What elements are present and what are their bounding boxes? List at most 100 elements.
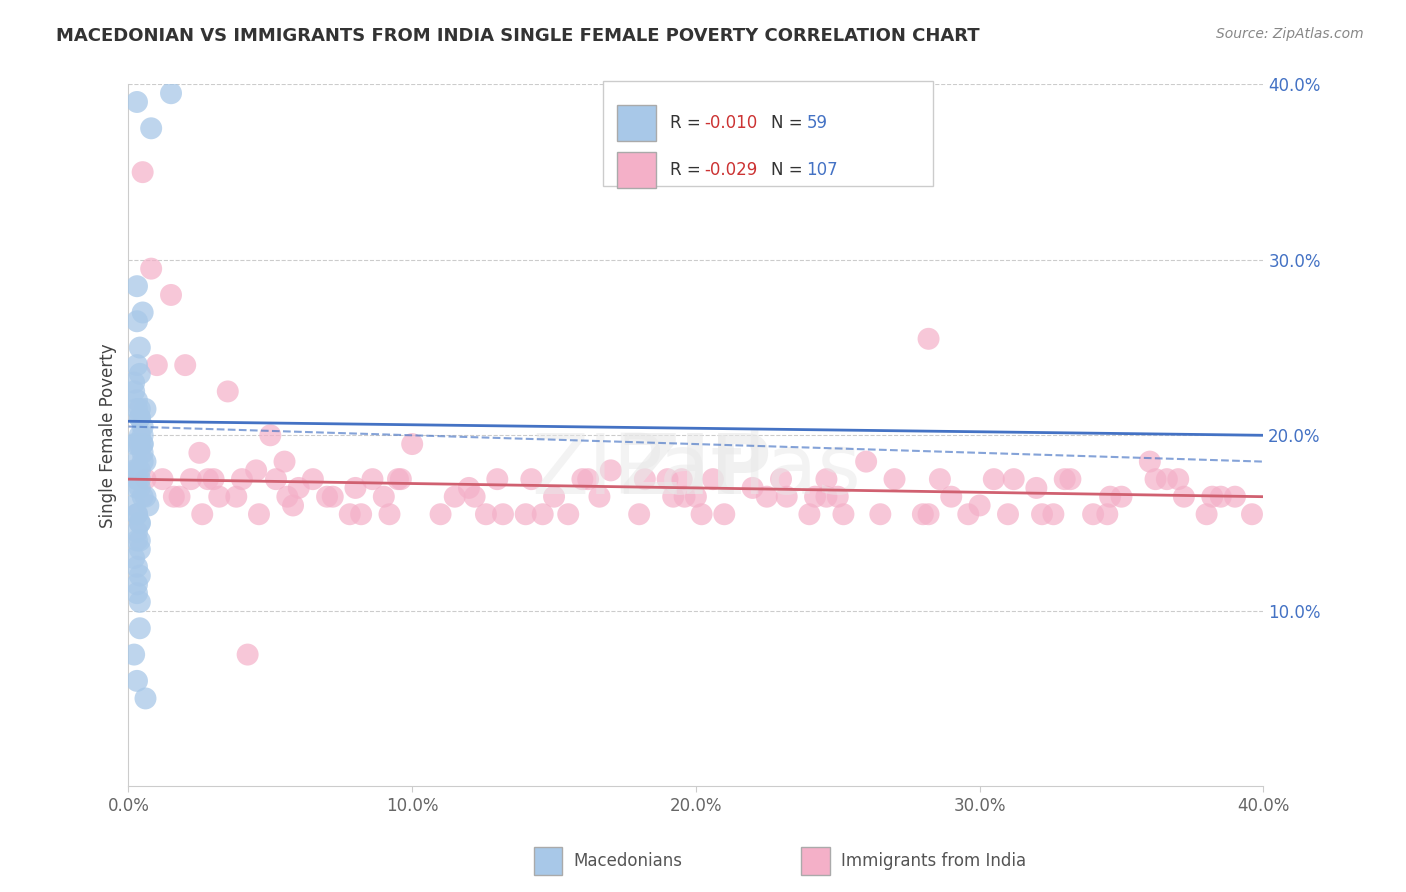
Point (1173, 490, 1195, 504)
Point (855, 454, 877, 468)
Point (131, 454, 153, 468)
Point (217, 384, 239, 399)
Point (832, 507, 855, 521)
Point (128, 542, 150, 557)
Text: 107: 107 (807, 161, 838, 179)
Point (302, 472, 325, 486)
Point (599, 463, 621, 477)
Point (389, 472, 412, 486)
Point (361, 472, 384, 486)
Point (125, 673, 148, 688)
Point (131, 437, 153, 451)
Point (1139, 454, 1161, 468)
Text: N =: N = (772, 161, 808, 179)
Point (1167, 472, 1189, 486)
Point (1201, 490, 1223, 504)
Point (202, 472, 225, 486)
Point (557, 507, 579, 521)
Text: -0.010: -0.010 (704, 114, 756, 132)
Point (1111, 490, 1133, 504)
Point (160, 288, 183, 302)
Point (1053, 472, 1076, 486)
Point (131, 305, 153, 319)
Point (1223, 490, 1246, 504)
Point (515, 507, 537, 521)
Point (344, 481, 367, 495)
Point (146, 358, 169, 372)
Point (911, 507, 934, 521)
Point (273, 454, 295, 468)
Point (776, 490, 799, 504)
Point (197, 472, 219, 486)
Point (401, 437, 423, 451)
Point (827, 490, 849, 504)
Point (804, 490, 827, 504)
Point (883, 472, 905, 486)
Point (685, 490, 707, 504)
Point (259, 428, 281, 442)
Point (1042, 507, 1064, 521)
Point (125, 95, 148, 109)
Point (815, 490, 838, 504)
Point (671, 472, 693, 486)
Point (128, 516, 150, 530)
Point (917, 507, 939, 521)
Point (122, 376, 145, 390)
Point (969, 499, 991, 513)
Point (1081, 507, 1104, 521)
Point (713, 507, 735, 521)
Point (350, 507, 373, 521)
Point (941, 490, 963, 504)
Point (128, 568, 150, 582)
Point (571, 472, 593, 486)
Point (128, 428, 150, 442)
Point (125, 481, 148, 495)
Point (1156, 472, 1178, 486)
Text: 59: 59 (807, 114, 828, 132)
Point (141, 261, 163, 276)
Point (815, 472, 838, 486)
Point (131, 490, 153, 504)
Point (125, 393, 148, 408)
Point (576, 472, 599, 486)
Point (208, 490, 231, 504)
Point (458, 481, 481, 495)
Point (799, 507, 821, 521)
Point (125, 314, 148, 328)
Point (429, 507, 451, 521)
Point (339, 507, 361, 521)
Point (125, 454, 148, 468)
Point (492, 507, 515, 521)
Point (125, 401, 148, 416)
Point (1144, 472, 1167, 486)
Point (634, 472, 657, 486)
Point (174, 358, 197, 372)
Point (128, 481, 150, 495)
Point (128, 621, 150, 635)
Point (373, 490, 395, 504)
Point (322, 490, 344, 504)
Point (957, 507, 980, 521)
Point (125, 577, 148, 591)
Point (531, 507, 554, 521)
Point (128, 472, 150, 486)
Point (443, 490, 465, 504)
Point (486, 472, 509, 486)
Point (122, 463, 145, 477)
Point (1240, 507, 1263, 521)
Point (287, 481, 309, 495)
Point (128, 437, 150, 451)
Point (131, 419, 153, 434)
Point (169, 490, 191, 504)
Text: Macedonians: Macedonians (574, 852, 683, 870)
Point (134, 454, 156, 468)
Text: MACEDONIAN VS IMMIGRANTS FROM INDIA SINGLE FEMALE POVERTY CORRELATION CHART: MACEDONIAN VS IMMIGRANTS FROM INDIA SING… (56, 27, 980, 45)
Point (125, 507, 148, 521)
Point (128, 533, 150, 548)
Point (702, 472, 724, 486)
Point (125, 586, 148, 600)
Point (769, 472, 792, 486)
Point (673, 490, 696, 504)
Point (928, 472, 950, 486)
Point (128, 595, 150, 609)
